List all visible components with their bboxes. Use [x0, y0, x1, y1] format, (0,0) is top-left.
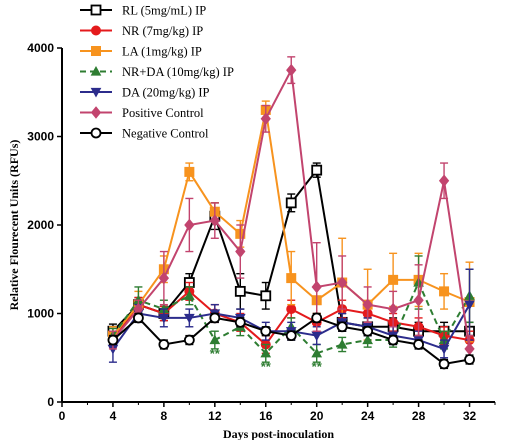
x-axis-title: Days post-inoculation: [223, 427, 334, 440]
data-point: [464, 342, 475, 356]
legend-item: NR (7mg/kg) IP: [80, 24, 203, 38]
data-point: [158, 339, 170, 350]
data-point: [311, 280, 322, 294]
data-point: [438, 344, 450, 355]
x-tick-label: 20: [310, 409, 324, 423]
significance-annotation: **: [210, 346, 221, 361]
y-axis-title: Relative Flourecent Units (RFUs): [7, 140, 21, 311]
data-point: [234, 285, 246, 297]
significance-annotation: **: [312, 359, 323, 374]
data-point: [438, 174, 450, 188]
data-point: [464, 354, 475, 365]
series-6: [107, 56, 475, 363]
data-point: [286, 304, 297, 315]
data-point: [311, 331, 323, 342]
data-point: [362, 334, 373, 345]
data-point: [362, 325, 374, 337]
data-point: [235, 245, 246, 258]
x-tick-label: 12: [208, 409, 222, 423]
y-tick-label: 2000: [27, 218, 54, 232]
y-tick-label: 0: [47, 395, 54, 409]
data-point: [133, 312, 144, 324]
x-tick-label: 24: [361, 409, 375, 423]
legend-label: NR+DA (10mg/kg) IP: [122, 65, 234, 79]
legend-item: RL (5mg/mL) IP: [80, 4, 206, 18]
data-point: [184, 313, 195, 324]
data-point: [184, 218, 195, 232]
data-point: [285, 330, 297, 342]
series-7: [107, 312, 475, 370]
legend-label: DA (20mg/kg) IP: [122, 86, 210, 100]
data-point: [234, 316, 246, 328]
data-point: [336, 321, 348, 333]
x-tick-label: 16: [259, 409, 273, 423]
data-point: [387, 334, 399, 346]
legend-label: Positive Control: [122, 106, 204, 120]
legend-item: LA (1mg/kg) IP: [80, 45, 202, 59]
data-point: [362, 298, 373, 311]
x-tick-label: 32: [463, 409, 477, 423]
legend: RL (5mg/mL) IP NR (7mg/kg) IP LA (1mg/kg) …: [80, 4, 234, 141]
legend-marker: [90, 127, 102, 139]
data-point: [209, 312, 221, 324]
x-tick-label: 28: [412, 409, 426, 423]
legend-item: Negative Control: [80, 127, 209, 141]
data-point: [107, 334, 119, 346]
data-point: [260, 112, 271, 126]
data-point: [413, 293, 424, 307]
data-point: [464, 300, 475, 311]
x-tick-label: 8: [161, 409, 168, 423]
data-point: [286, 273, 297, 284]
x-tick-label: 0: [59, 409, 66, 423]
series-layer: [107, 56, 475, 370]
data-point: [439, 286, 450, 297]
data-point: [387, 302, 399, 316]
data-point: [311, 312, 323, 324]
data-point: [311, 164, 323, 176]
legend-label: RL (5mg/mL) IP: [122, 4, 206, 18]
legend-label: LA (1mg/kg) IP: [122, 45, 202, 59]
axes: [61, 48, 495, 403]
data-point: [311, 347, 323, 358]
y-tick-label: 3000: [27, 130, 54, 144]
data-point: [209, 334, 221, 345]
data-point: [158, 271, 170, 285]
y-tick-label: 4000: [27, 41, 54, 55]
data-point: [337, 276, 348, 289]
legend-item: NR+DA (10mg/kg) IP: [80, 65, 234, 79]
data-point: [336, 338, 348, 349]
data-point: [184, 290, 195, 300]
data-point: [184, 166, 195, 177]
legend-marker: [91, 25, 101, 36]
data-point: [438, 358, 450, 370]
legend-marker: [90, 106, 102, 119]
data-point: [413, 339, 424, 350]
legend-label: NR (7mg/kg) IP: [122, 24, 203, 38]
legend-marker: [90, 4, 102, 16]
legend-item: Positive Control: [80, 106, 204, 120]
legend-label: Negative Control: [122, 127, 209, 141]
x-tick-label: 4: [110, 409, 117, 423]
data-point: [158, 313, 170, 324]
data-point: [260, 290, 272, 302]
legend-marker: [90, 65, 102, 76]
data-point: [388, 274, 399, 285]
legend-item: DA (20mg/kg) IP: [80, 86, 210, 100]
data-point: [183, 334, 195, 346]
data-point: [209, 214, 220, 227]
significance-annotation: **: [261, 359, 272, 374]
legend-marker: [91, 46, 101, 56]
data-point: [286, 63, 297, 77]
data-point: [285, 197, 297, 209]
y-tick-label: 1000: [27, 307, 54, 321]
data-point: [260, 325, 272, 337]
data-point: [260, 347, 272, 358]
legend-marker: [90, 87, 102, 98]
